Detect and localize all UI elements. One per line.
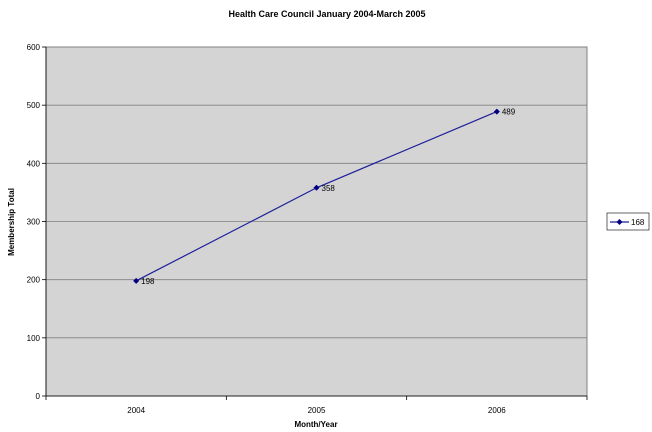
y-tick-label: 500 [27,101,41,110]
chart-title: Health Care Council January 2004-March 2… [228,9,425,19]
legend-marker [616,219,623,225]
y-tick-label: 300 [27,218,41,227]
legend: 168 [606,212,650,231]
y-tick-label: 400 [27,159,41,168]
data-point [493,108,500,115]
y-tick-label: 200 [27,276,41,285]
data-label: 358 [322,184,336,193]
x-tick-label: 2004 [127,406,145,415]
data-point [133,277,140,284]
series-group: 198 358 489 [133,108,516,286]
y-axis-ticks: 0 100 200 300 400 500 600 [27,43,46,401]
y-tick-label: 100 [27,334,41,343]
data-label: 198 [141,277,155,286]
legend-series-name: 168 [631,218,645,227]
x-tick-label: 2006 [488,406,506,415]
y-tick-label: 0 [36,392,41,401]
y-axis-label: Membership Total [7,188,16,256]
x-axis-ticks: 2004 2005 2006 [45,396,588,415]
x-tick-label: 2005 [308,406,326,415]
y-tick-label: 600 [27,43,41,52]
data-label: 489 [502,108,516,117]
x-axis-label: Month/Year [294,420,337,429]
data-point [313,184,320,191]
